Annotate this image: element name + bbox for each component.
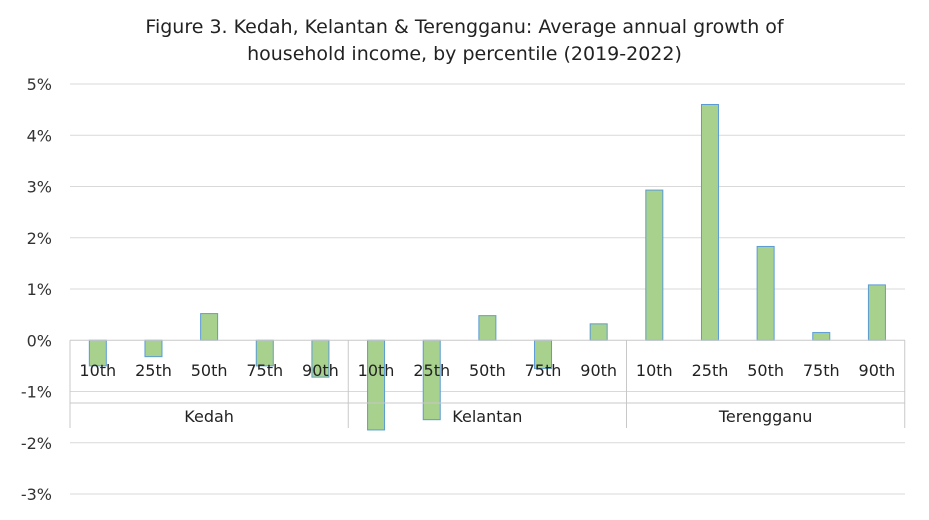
y-tick-label: -3% bbox=[21, 485, 52, 504]
bar bbox=[867, 284, 886, 341]
group-label: Kedah bbox=[184, 407, 234, 426]
bar bbox=[812, 332, 831, 341]
bar bbox=[144, 339, 163, 358]
y-tick-label: -1% bbox=[21, 383, 52, 402]
x-tick-label: 10th bbox=[358, 361, 395, 380]
y-tick-label: -2% bbox=[21, 434, 52, 453]
x-tick-label: 25th bbox=[135, 361, 172, 380]
x-tick-label: 10th bbox=[636, 361, 673, 380]
x-tick-label: 75th bbox=[803, 361, 840, 380]
x-tick-label: 25th bbox=[413, 361, 450, 380]
y-tick-label: 1% bbox=[27, 280, 52, 299]
bar bbox=[645, 189, 664, 341]
y-tick-label: 0% bbox=[27, 331, 52, 350]
y-tick-label: 2% bbox=[27, 229, 52, 248]
chart-title-line-2: household income, by percentile (2019-20… bbox=[247, 43, 682, 65]
group-label: Kelantan bbox=[452, 407, 522, 426]
x-tick-label: 25th bbox=[692, 361, 729, 380]
x-tick-label: 90th bbox=[859, 361, 896, 380]
y-tick-label: 3% bbox=[27, 178, 52, 197]
bar bbox=[367, 339, 386, 431]
x-tick-label: 90th bbox=[302, 361, 339, 380]
y-tick-label: 5% bbox=[27, 75, 52, 94]
x-tick-label: 75th bbox=[525, 361, 562, 380]
x-tick-label: 90th bbox=[580, 361, 617, 380]
bar bbox=[200, 313, 219, 341]
chart-title-line-1: Figure 3. Kedah, Kelantan & Terengganu: … bbox=[145, 16, 784, 38]
x-tick-label: 50th bbox=[191, 361, 228, 380]
x-tick-label: 50th bbox=[469, 361, 506, 380]
bar bbox=[700, 104, 719, 341]
y-tick-label: 4% bbox=[27, 126, 52, 145]
group-label: Terengganu bbox=[718, 407, 813, 426]
bar bbox=[589, 323, 608, 341]
x-tick-label: 75th bbox=[246, 361, 283, 380]
bar bbox=[756, 245, 775, 341]
bar bbox=[478, 315, 497, 341]
chart-title: Figure 3. Kedah, Kelantan & Terengganu: … bbox=[0, 14, 929, 68]
x-tick-label: 50th bbox=[747, 361, 784, 380]
x-tick-label: 10th bbox=[79, 361, 116, 380]
